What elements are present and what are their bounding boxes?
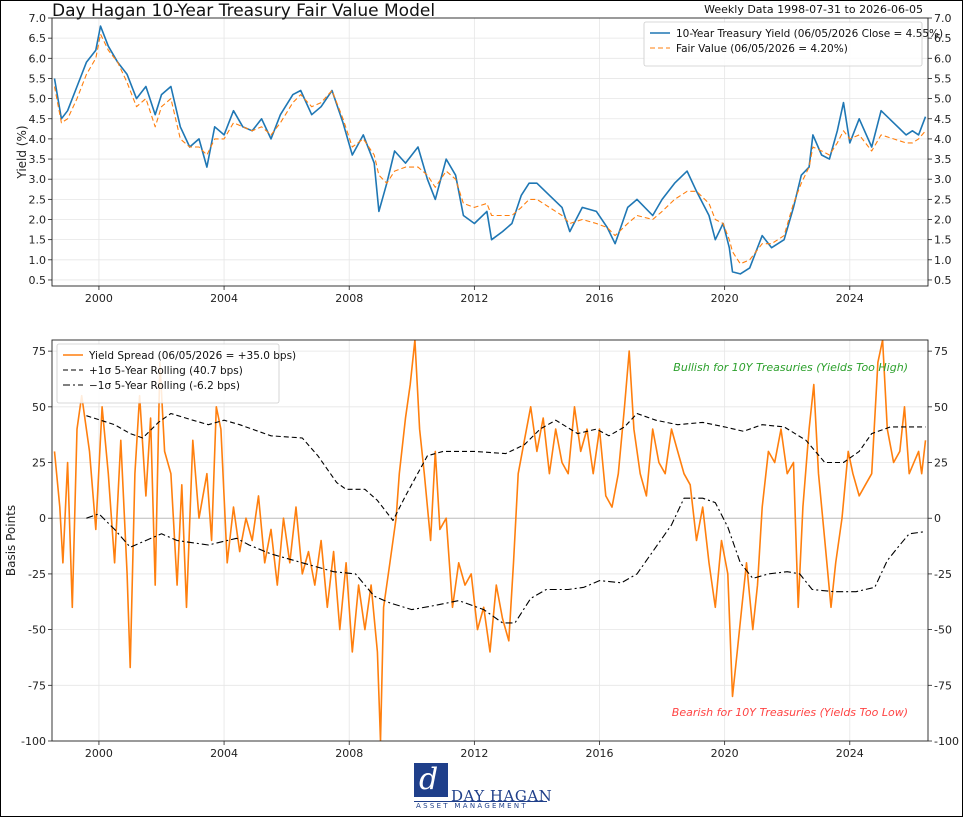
logo-subtitle: ASSET MANAGEMENT (416, 802, 528, 810)
data-range-label: Weekly Data 1998-07-31 to 2026-06-05 (704, 3, 923, 16)
series-line-2 (86, 497, 926, 624)
y-tick-label: 50 (32, 401, 46, 414)
y-tick-label: 4.5 (29, 113, 47, 126)
y-tick-label: 25 (32, 457, 46, 470)
legend-label-1: +1σ 5-Year Rolling (40.7 bps) (89, 365, 243, 377)
y-tick-label: 3.5 (29, 153, 47, 166)
y-tick-label-right: 0.5 (934, 274, 952, 287)
y-tick-label: 75 (32, 345, 46, 358)
y-tick-label: -50 (28, 624, 46, 637)
y-tick-label-right: 50 (934, 401, 948, 414)
yield-panel: 2000 2004 2008 2012 2016 2020 2024 0.5 0.5 1.0 1.0… (15, 12, 952, 305)
y-tick-label-right: 3.0 (934, 173, 952, 186)
y-tick-label-right: 6.0 (934, 52, 952, 65)
logo-mark-icon: d (414, 762, 448, 797)
y-tick-label-right: 1.0 (934, 254, 952, 267)
x-tick-label: 2024 (836, 747, 864, 760)
y-tick-label: 2.0 (29, 214, 47, 227)
legend-box (643, 21, 923, 67)
y-tick-label: 0 (39, 512, 46, 525)
y-tick-label-right: 3.5 (934, 153, 952, 166)
annotation-0: Bullish for 10Y Treasuries (Yields Too H… (673, 361, 908, 374)
y-tick-label: 4.0 (29, 133, 47, 146)
y-tick-label-right: -25 (934, 568, 952, 581)
y-tick-label-right: -75 (934, 679, 952, 692)
chart-title: Day Hagan 10-Year Treasury Fair Value Mo… (52, 1, 436, 21)
series-line-1 (86, 412, 926, 522)
y-tick-label: 0.5 (29, 274, 47, 287)
y-tick-label-right: 4.5 (934, 113, 952, 126)
y-tick-label: 5.5 (29, 72, 47, 85)
series-line-0 (53, 25, 927, 275)
x-tick-label: 2000 (85, 747, 113, 760)
y-tick-label: -100 (21, 735, 46, 748)
x-tick-label: 2020 (711, 747, 739, 760)
legend-box (56, 343, 280, 404)
y-tick-label: -75 (28, 679, 46, 692)
y-tick-label-right: 2.0 (934, 214, 952, 227)
x-tick-label: 2016 (586, 292, 614, 305)
y-tick-label: 5.0 (29, 93, 47, 106)
legend-label-1: Fair Value (06/05/2026 = 4.20%) (676, 43, 848, 55)
series-line-0 (53, 340, 927, 741)
y-tick-label: 6.0 (29, 52, 47, 65)
y-tick-label-right: 25 (934, 457, 948, 470)
x-tick-label: 2004 (210, 292, 238, 305)
y-axis-label: Basis Points (4, 505, 18, 576)
x-tick-label: 2024 (836, 292, 864, 305)
y-tick-label-right: 7.0 (934, 12, 952, 25)
y-tick-label-right: 4.0 (934, 133, 952, 146)
y-tick-label: 1.5 (29, 234, 47, 247)
x-tick-label: 2012 (460, 747, 488, 760)
x-tick-label: 2016 (586, 747, 614, 760)
logo-divider (414, 801, 547, 802)
y-axis-label: Yield (%) (15, 125, 29, 179)
y-tick-label: 2.5 (29, 193, 47, 206)
legend-label-2: −1σ 5-Year Rolling (-6.2 bps) (89, 380, 240, 392)
y-tick-label-right: -100 (934, 735, 959, 748)
logo-name: DAY HAGAN (451, 787, 553, 805)
y-tick-label: -25 (28, 568, 46, 581)
y-tick-label-right: -50 (934, 624, 952, 637)
plot-frame (51, 17, 929, 287)
x-tick-label: 2008 (335, 747, 363, 760)
x-tick-label: 2012 (460, 292, 488, 305)
y-tick-label: 6.5 (29, 32, 47, 45)
y-tick-label-right: 75 (934, 345, 948, 358)
y-tick-label-right: 5.0 (934, 93, 952, 106)
x-tick-label: 2008 (335, 292, 363, 305)
day-hagan-logo: d DAY HAGAN ASSET MANAGEMENT (414, 762, 553, 811)
legend-label-0: Yield Spread (06/05/2026 = +35.0 bps) (88, 350, 296, 362)
spread-panel: 2000 2004 2008 2012 2016 2020 2024 -100 -100 -75 -… (4, 339, 959, 760)
x-tick-label: 2004 (210, 747, 238, 760)
y-tick-label-right: 0 (934, 512, 941, 525)
x-tick-label: 2000 (85, 292, 113, 305)
plot-frame (51, 339, 929, 742)
y-tick-label-right: 6.5 (934, 32, 952, 45)
y-tick-label-right: 5.5 (934, 72, 952, 85)
y-tick-label-right: 2.5 (934, 193, 952, 206)
y-tick-label-right: 1.5 (934, 234, 952, 247)
y-tick-label: 1.0 (29, 254, 47, 267)
y-tick-label: 7.0 (29, 12, 47, 25)
x-tick-label: 2020 (711, 292, 739, 305)
y-tick-label: 3.0 (29, 173, 47, 186)
annotation-1: Bearish for 10Y Treasuries (Yields Too L… (672, 706, 908, 719)
legend-label-0: 10-Year Treasury Yield (06/05/2026 Close… (676, 28, 943, 40)
